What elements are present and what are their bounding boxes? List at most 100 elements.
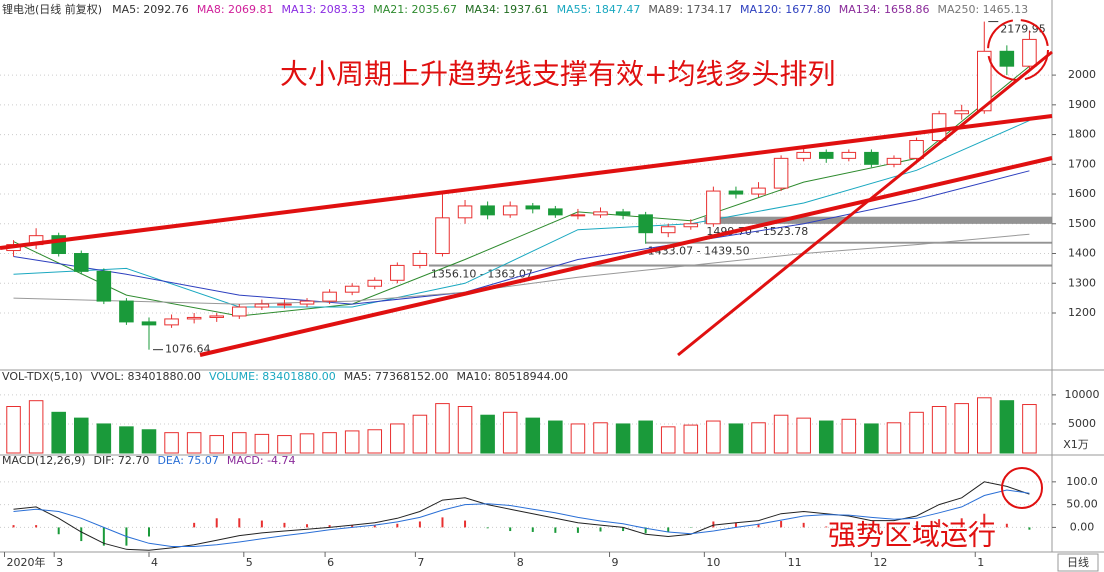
legend-item: MACD(12,26,9) bbox=[2, 454, 86, 467]
highlight-circle bbox=[987, 19, 1049, 81]
legend-item: MA250: 1465.13 bbox=[937, 3, 1028, 16]
candle-body bbox=[390, 264, 405, 281]
legend-item: MA13: 2083.33 bbox=[282, 3, 366, 16]
y-tick-label: 0.00 bbox=[1070, 520, 1095, 533]
volume-bar bbox=[367, 429, 383, 454]
legend-item: MA21: 2035.67 bbox=[373, 3, 457, 16]
unit-label: X1万 bbox=[1063, 438, 1089, 451]
candle-body bbox=[502, 205, 518, 216]
legend-item: DEA: 75.07 bbox=[157, 454, 218, 467]
x-tick-label: 2020年 bbox=[7, 555, 46, 569]
volume-bar bbox=[841, 418, 857, 454]
candle-body bbox=[548, 208, 563, 216]
hand-drawn-overlay: 大小周期上升趋势线支撑有效+均线多头排列 强势区域运行 bbox=[0, 19, 1053, 552]
legend-item: MACD: -4.74 bbox=[227, 454, 296, 467]
legend-item: DIF: 72.70 bbox=[94, 454, 150, 467]
x-tick-label: 5 bbox=[246, 556, 253, 569]
legend-item: MA55: 1847.47 bbox=[557, 3, 641, 16]
volume-bar bbox=[28, 400, 44, 454]
volume-bar bbox=[728, 423, 744, 454]
annotation-label: 1076.64 bbox=[165, 343, 211, 356]
y-tick-label: 1800 bbox=[1068, 128, 1096, 141]
candle-body bbox=[818, 151, 834, 159]
y-tick-label: 1900 bbox=[1068, 98, 1096, 111]
y-tick-label: 1400 bbox=[1068, 247, 1096, 260]
volume-bar bbox=[886, 422, 902, 454]
volume-bar bbox=[638, 420, 653, 454]
x-tick-label: 7 bbox=[417, 556, 424, 569]
legend-item: MA5: 77368152.00 bbox=[344, 370, 449, 383]
volume-bar bbox=[412, 414, 428, 454]
candle-body bbox=[593, 211, 608, 216]
volume-bar bbox=[683, 424, 699, 454]
volume-bar bbox=[570, 423, 586, 454]
volume-bar bbox=[232, 432, 247, 454]
volume-bar bbox=[796, 417, 811, 454]
candle-body bbox=[909, 140, 924, 159]
volume-bar bbox=[457, 406, 473, 454]
candle-body bbox=[728, 190, 744, 195]
candle-body bbox=[141, 321, 157, 326]
y-tick-label: 2000 bbox=[1068, 68, 1096, 81]
volume-bar bbox=[119, 426, 134, 454]
legend-item: VOL-TDX(5,10) bbox=[2, 370, 83, 383]
legend-item: MA120: 1677.80 bbox=[740, 3, 831, 16]
x-tick-label: 10 bbox=[706, 556, 720, 569]
y-tick-label: 50.00 bbox=[1066, 498, 1098, 511]
x-tick-label: 9 bbox=[612, 556, 619, 569]
volume-bar bbox=[164, 432, 179, 454]
candle-body bbox=[119, 300, 134, 323]
y-tick-label: 1600 bbox=[1068, 187, 1096, 200]
trend-line bbox=[0, 114, 1053, 250]
candle-body bbox=[773, 157, 789, 189]
candle-body bbox=[525, 205, 541, 210]
volume-bar bbox=[525, 417, 541, 454]
volume-bar bbox=[299, 433, 315, 454]
ma-line bbox=[13, 233, 1030, 305]
volume-bar bbox=[390, 423, 405, 454]
candle-body bbox=[96, 270, 112, 302]
price-zone bbox=[645, 241, 1052, 244]
volume-bar bbox=[999, 400, 1015, 454]
annotation-text: 强势区域运行 bbox=[828, 519, 996, 552]
volume-bar bbox=[73, 417, 89, 454]
volume-bar bbox=[931, 406, 947, 454]
candle-body bbox=[232, 306, 247, 317]
candle-body bbox=[367, 279, 383, 287]
price-zone bbox=[704, 216, 1052, 224]
volume-bar bbox=[954, 403, 969, 454]
y-tick-label: 5000 bbox=[1068, 417, 1096, 430]
volume-bar bbox=[277, 435, 292, 454]
y-tick-label: 1200 bbox=[1068, 306, 1096, 319]
volume-bar bbox=[254, 433, 270, 454]
candle-body bbox=[841, 151, 857, 159]
volume-bar bbox=[96, 423, 112, 454]
x-tick-label: 6 bbox=[327, 556, 334, 569]
trend-line bbox=[677, 50, 1053, 357]
candle-body bbox=[570, 214, 586, 217]
candle-body bbox=[186, 316, 202, 320]
volume-bar bbox=[864, 423, 879, 454]
volume-bar bbox=[435, 403, 450, 454]
x-tick-label: 3 bbox=[56, 556, 63, 569]
x-tick-label: 1 bbox=[977, 556, 984, 569]
period-label: 日线 bbox=[1067, 555, 1089, 569]
ma-line bbox=[13, 170, 1030, 305]
legend-item: MA8: 2069.81 bbox=[197, 3, 274, 16]
volume-bar bbox=[751, 422, 766, 454]
volume-bar bbox=[6, 406, 21, 454]
candle-body bbox=[254, 303, 270, 308]
legend-item: VVOL: 83401880.00 bbox=[91, 370, 201, 383]
volume-bar bbox=[1022, 404, 1037, 454]
volume-bar bbox=[615, 423, 631, 454]
legend-item: MA10: 80518944.00 bbox=[456, 370, 568, 383]
volume-bar bbox=[773, 414, 789, 454]
x-tick-label: 4 bbox=[151, 556, 158, 569]
volume-bar bbox=[909, 411, 924, 454]
volume-bar bbox=[344, 430, 360, 454]
period-box bbox=[1057, 553, 1099, 572]
x-tick-label: 11 bbox=[788, 556, 802, 569]
x-tick-label: 12 bbox=[873, 556, 887, 569]
legend-item: MA34: 1937.61 bbox=[465, 3, 549, 16]
